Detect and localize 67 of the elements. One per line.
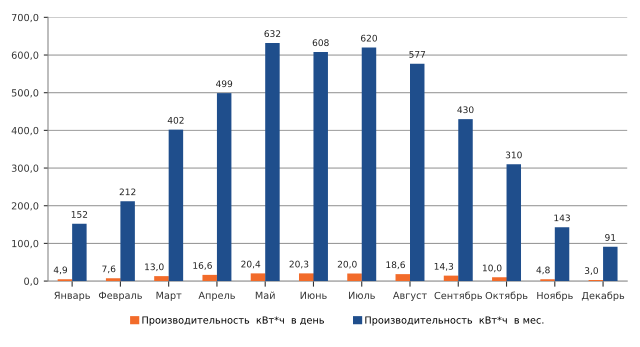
bar [554,227,570,282]
data-label: 402 [168,116,184,124]
bar [154,276,169,282]
bar [362,47,376,282]
data-label: 16,6 [193,262,212,270]
bar [298,273,314,282]
data-label: 430 [457,106,474,114]
data-label: 152 [72,211,88,218]
data-label: 608 [312,39,329,46]
x-tick-label: Июль [348,292,375,300]
bar [506,164,522,282]
data-label: 4,9 [54,266,68,274]
x-tick-label: Сентябрь [434,291,482,302]
data-label: 14,3 [434,262,454,271]
y-tick-label: 300,0 [12,164,38,173]
data-label: 10,0 [482,264,502,272]
data-label: 20,3 [290,260,308,268]
bar [347,274,362,282]
y-tick-label: 700,0 [12,14,38,22]
data-label: 212 [120,188,136,196]
data-label: 620 [360,34,377,42]
y-tick-label: 400,0 [12,126,38,136]
data-label: 499 [216,80,232,88]
bar [313,52,328,282]
data-label: 20,4 [241,260,260,268]
data-label: 143 [554,214,570,222]
data-label: 18,6 [386,261,405,270]
bar [265,42,280,282]
x-tick-label: Апрель [198,292,235,301]
x-tick-label: Октябрь [486,291,528,302]
y-tick-label: 500,0 [12,89,38,98]
data-label: 310 [506,152,522,158]
data-label: 632 [264,30,280,38]
bar [106,278,120,282]
data-label: 20,0 [338,260,357,269]
data-label: 4,8 [536,266,550,274]
x-tick-label: Июнь [300,292,327,300]
bar [458,119,473,282]
legend-label: Производительность кВт*ч в день [142,316,324,326]
bar [410,64,424,282]
bar [250,273,266,282]
data-label: 7,6 [102,265,116,274]
y-tick-label: 100,0 [12,240,38,248]
data-label: 91 [605,234,616,241]
x-tick-label: Январь [54,292,90,301]
x-tick-label: Ноябрь [537,291,573,302]
x-tick-label: Март [156,292,182,301]
y-tick-label: 200,0 [12,202,38,211]
legend-label: Производительность кВт*ч в мес. [365,316,544,326]
y-tick-label: 600,0 [12,52,38,60]
x-tick-label: Август [392,292,427,301]
bar [396,274,410,282]
bar [603,246,618,282]
bar [216,93,232,282]
bar [168,130,184,282]
y-tick-label: 0,0 [24,278,38,286]
x-tick-label: Февраль [98,292,142,301]
bar [120,201,135,282]
x-tick-label: Май [256,292,275,300]
data-label: 13,0 [145,263,164,272]
bar [202,274,217,282]
data-label: 3,0 [584,267,598,275]
bar [444,276,458,282]
x-tick-label: Декабрь [582,291,624,302]
bar [492,277,507,282]
data-label: 577 [409,51,426,58]
bar [72,224,87,282]
